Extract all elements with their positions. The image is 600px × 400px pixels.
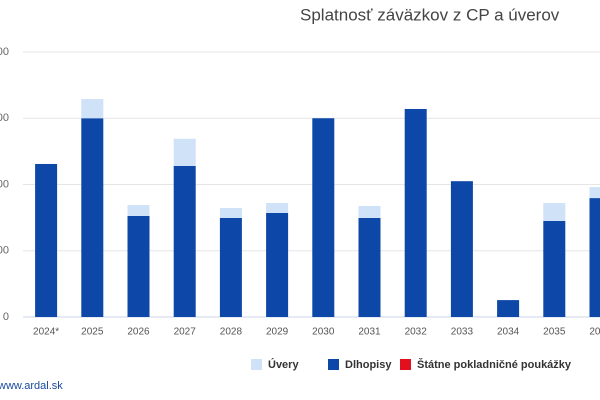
chart-title: Splatnosť záväzkov z CP a úverov xyxy=(300,5,560,24)
x-tick-label: 2028 xyxy=(220,327,243,338)
bar xyxy=(173,165,196,317)
bar xyxy=(358,206,381,218)
x-tick-label: 2026 xyxy=(127,327,150,338)
bar xyxy=(358,217,381,317)
x-tick-label: 2031 xyxy=(358,327,381,338)
bar xyxy=(543,203,566,221)
bar xyxy=(81,118,104,317)
x-tick-label: 2033 xyxy=(451,327,474,338)
x-tick-label: 2025 xyxy=(81,327,104,338)
bar xyxy=(589,187,600,199)
y-tick-label: 4 000 xyxy=(0,46,9,58)
x-tick-label: 2034 xyxy=(497,327,520,338)
bar xyxy=(589,198,600,317)
bar xyxy=(35,163,58,317)
y-tick-label: 2 000 xyxy=(0,178,9,190)
legend-swatch xyxy=(328,359,339,370)
x-tick-label: 2035 xyxy=(543,327,566,338)
legend-label: Úvery xyxy=(268,358,299,371)
bar xyxy=(219,217,242,317)
bar xyxy=(127,215,150,317)
bar xyxy=(266,212,289,317)
bar xyxy=(173,138,196,166)
legend-swatch xyxy=(251,359,262,370)
bar xyxy=(219,208,242,218)
bar xyxy=(497,300,520,317)
x-tick-label: 2036 xyxy=(589,327,600,338)
legend-label: Dlhopisy xyxy=(345,359,392,371)
x-tick-label: 2027 xyxy=(174,327,197,338)
source: www.ardal.sk xyxy=(0,380,63,392)
y-tick-label: 3 000 xyxy=(0,112,9,124)
x-tick-label: 2030 xyxy=(312,327,335,338)
bar xyxy=(404,108,427,317)
bar xyxy=(312,118,335,317)
bar xyxy=(81,99,104,119)
y-tick-label: 1 000 xyxy=(0,245,9,257)
legend-swatch xyxy=(400,359,411,370)
x-tick-label: 2032 xyxy=(405,327,428,338)
bar xyxy=(543,220,566,317)
y-tick-label: 0 xyxy=(3,311,9,323)
x-tick-label: 2029 xyxy=(266,327,289,338)
x-tick-label: 2024* xyxy=(33,327,59,338)
legend-label: Štátne pokladničné poukážky xyxy=(417,358,572,371)
bar xyxy=(450,181,473,317)
bar xyxy=(266,203,289,213)
bar xyxy=(127,205,150,216)
